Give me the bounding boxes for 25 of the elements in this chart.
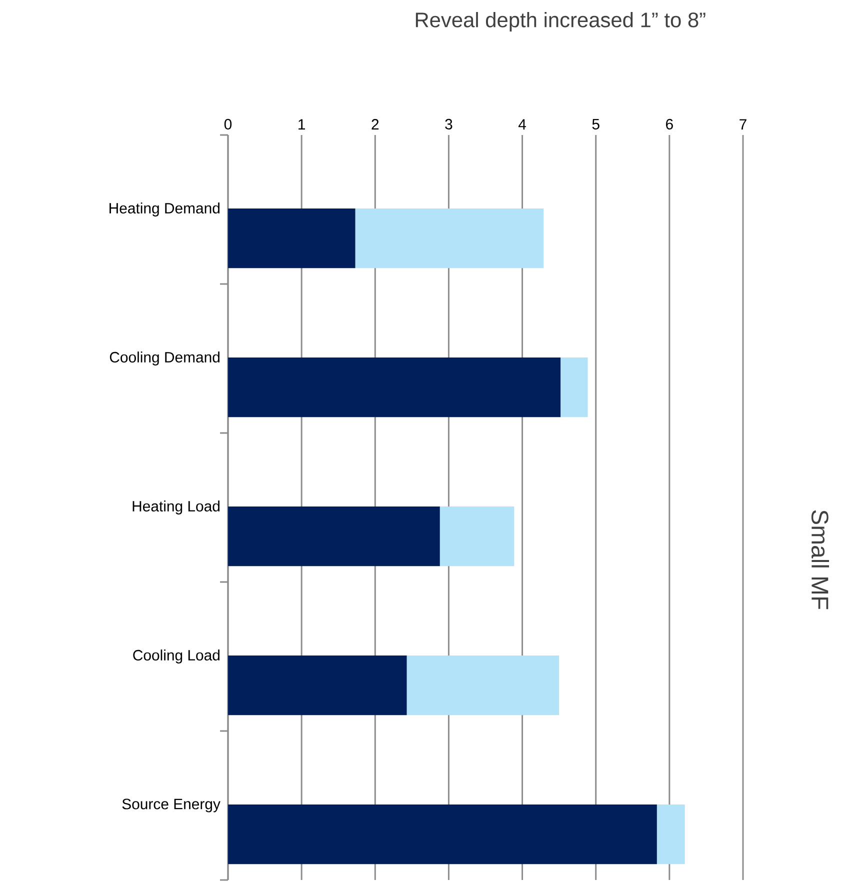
x-tick-label: 5 xyxy=(592,119,600,130)
x-tick-label: 7 xyxy=(740,119,746,130)
y-tick-label: Cooling Demand xyxy=(110,352,220,366)
x-tick-label: 3 xyxy=(445,118,452,130)
x-tick-label: 2 xyxy=(372,119,379,130)
bar xyxy=(228,208,356,268)
bar xyxy=(228,804,657,864)
x-tick-label: 4 xyxy=(518,119,526,130)
bar xyxy=(228,656,407,716)
bar xyxy=(656,804,685,864)
x-tick-label: 1 xyxy=(298,119,305,130)
x-tick-label: 0 xyxy=(224,118,232,130)
y-axis-title: Small MF xyxy=(811,510,830,610)
bar xyxy=(406,656,560,716)
bar xyxy=(560,358,588,418)
y-tick-label: Cooling Load xyxy=(133,650,220,664)
bar xyxy=(355,208,544,268)
x-tick-label: 6 xyxy=(666,118,673,130)
bar xyxy=(440,506,514,566)
bar xyxy=(228,358,561,418)
bar xyxy=(228,506,440,566)
chart-title: Reveal depth increased 1” to 8” xyxy=(416,12,706,32)
y-tick-label: Heating Demand xyxy=(110,202,220,216)
y-tick-label: Source Energy xyxy=(122,798,220,812)
y-tick-label: Heating Load xyxy=(132,500,220,514)
